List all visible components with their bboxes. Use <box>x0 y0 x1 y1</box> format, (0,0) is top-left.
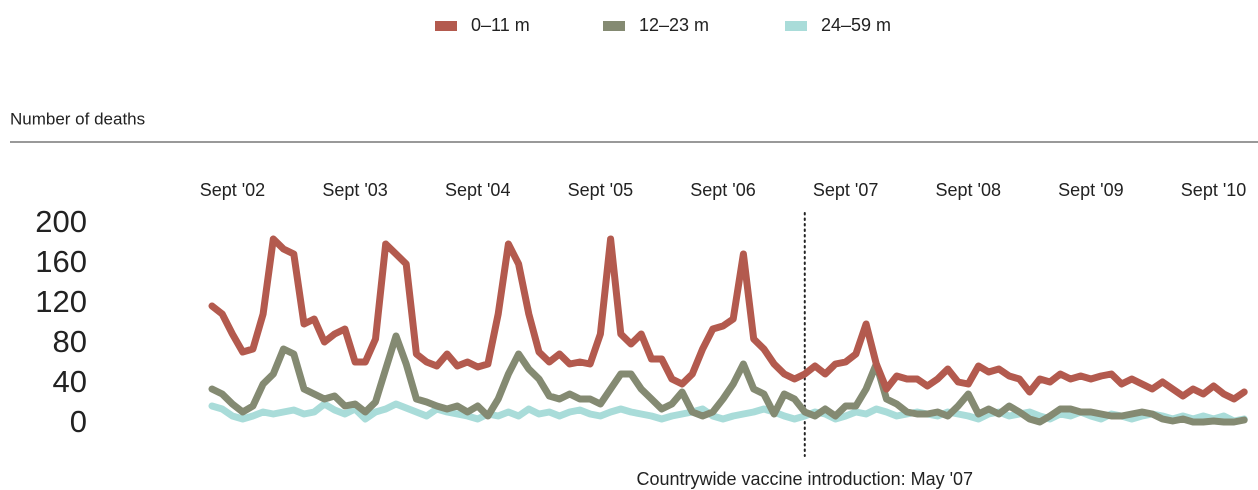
annotation-text: Countrywide vaccine introduction: May '0… <box>636 469 973 489</box>
series-line <box>208 332 1248 426</box>
x-tick-label: Sept '06 <box>690 180 756 200</box>
x-tick-label: Sept '10 <box>1181 180 1247 200</box>
legend-swatch <box>785 21 807 31</box>
y-tick-label: 200 <box>35 204 87 239</box>
legend-label: 24–59 m <box>821 15 891 35</box>
y-tick-label: 80 <box>53 324 87 359</box>
y-axis-label: Number of deaths <box>10 109 145 128</box>
legend-swatch <box>435 21 457 31</box>
x-tick-label: Sept '05 <box>568 180 634 200</box>
x-tick-label: Sept '08 <box>936 180 1002 200</box>
series-line <box>208 235 1248 403</box>
y-tick-label: 40 <box>53 364 87 399</box>
y-tick-label: 160 <box>35 244 87 279</box>
legend-swatch <box>603 21 625 31</box>
x-tick-label: Sept '09 <box>1058 180 1124 200</box>
legend-label: 0–11 m <box>471 15 530 35</box>
x-tick-label: Sept '03 <box>322 180 388 200</box>
x-tick-label: Sept '04 <box>445 180 511 200</box>
series-line <box>208 400 1248 425</box>
y-tick-label: 0 <box>70 404 87 439</box>
x-tick-label: Sept '07 <box>813 180 879 200</box>
x-tick-label: Sept '02 <box>200 180 266 200</box>
legend-label: 12–23 m <box>639 15 709 35</box>
y-tick-label: 120 <box>35 284 87 319</box>
